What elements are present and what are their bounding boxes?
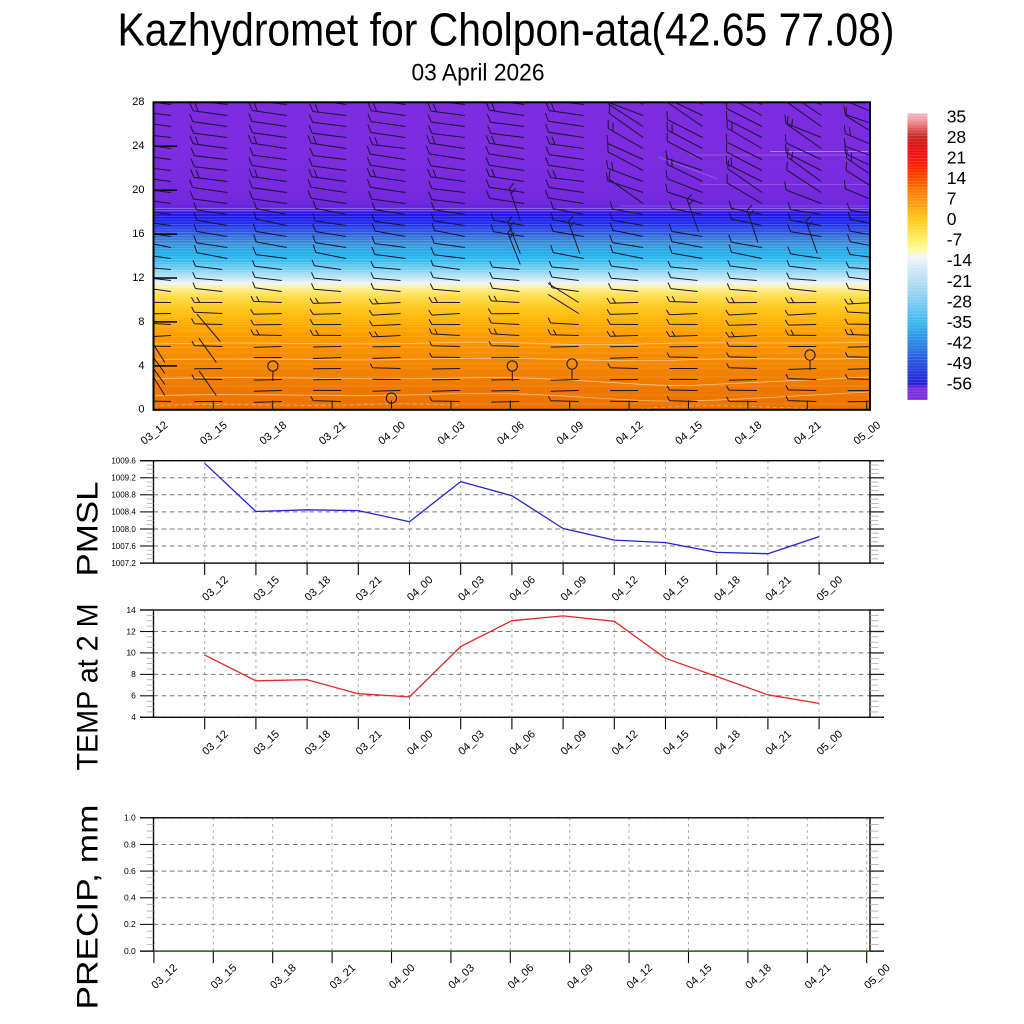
svg-text:04_21: 04_21	[763, 574, 794, 604]
svg-text:04_00: 04_00	[387, 962, 418, 992]
svg-text:04_06: 04_06	[507, 728, 538, 758]
svg-text:12: 12	[126, 626, 136, 636]
svg-text:03_18: 03_18	[258, 419, 289, 447]
svg-text:04_21: 04_21	[792, 419, 823, 447]
svg-text:04_21: 04_21	[803, 962, 834, 992]
svg-text:04_03: 04_03	[456, 574, 487, 604]
svg-text:14: 14	[126, 605, 136, 615]
svg-text:8: 8	[131, 669, 136, 679]
svg-text:03_12: 03_12	[149, 962, 180, 992]
svg-text:04_03: 04_03	[446, 962, 477, 992]
svg-text:7: 7	[947, 189, 957, 209]
svg-text:Kazhydromet for Cholpon-ata(42: Kazhydromet for Cholpon-ata(42.65 77.08)	[118, 3, 895, 55]
svg-text:6: 6	[131, 691, 136, 701]
svg-text:03_15: 03_15	[209, 962, 240, 992]
svg-text:04_18: 04_18	[712, 728, 743, 758]
svg-text:04_12: 04_12	[625, 962, 656, 992]
svg-text:04_12: 04_12	[610, 728, 641, 758]
svg-text:-49: -49	[947, 353, 972, 373]
svg-text:04_00: 04_00	[405, 574, 436, 604]
svg-text:-42: -42	[947, 332, 972, 352]
svg-text:14: 14	[947, 168, 967, 188]
svg-text:03_15: 03_15	[251, 574, 282, 604]
svg-text:04_18: 04_18	[743, 962, 774, 992]
svg-text:04_09: 04_09	[565, 962, 596, 992]
svg-text:0.4: 0.4	[124, 893, 136, 903]
svg-text:0.8: 0.8	[124, 839, 136, 849]
svg-text:28: 28	[132, 96, 144, 108]
svg-text:04_00: 04_00	[376, 419, 407, 447]
svg-text:0.6: 0.6	[124, 866, 136, 876]
svg-text:03 April 2026: 03 April 2026	[412, 60, 545, 87]
svg-text:1007.2: 1007.2	[111, 559, 136, 568]
svg-text:35: 35	[947, 106, 966, 126]
svg-text:PMSL: PMSL	[72, 482, 105, 577]
svg-text:03_18: 03_18	[303, 574, 334, 604]
svg-text:04_15: 04_15	[673, 419, 704, 447]
svg-text:04_12: 04_12	[610, 574, 641, 604]
svg-text:03_15: 03_15	[251, 728, 282, 758]
svg-text:03_21: 03_21	[328, 962, 359, 992]
svg-text:03_15: 03_15	[198, 419, 229, 447]
svg-text:04_09: 04_09	[559, 574, 590, 604]
svg-text:-35: -35	[947, 312, 972, 332]
svg-text:1009.6: 1009.6	[111, 457, 136, 466]
svg-text:1008.8: 1008.8	[111, 491, 136, 500]
svg-text:03_21: 03_21	[354, 728, 385, 758]
svg-text:28: 28	[947, 127, 966, 147]
svg-text:04_21: 04_21	[763, 728, 794, 758]
svg-text:-7: -7	[947, 230, 963, 250]
svg-text:05_00: 05_00	[852, 419, 883, 447]
svg-text:1008.4: 1008.4	[111, 508, 136, 517]
svg-text:04_06: 04_06	[495, 419, 526, 447]
svg-text:12: 12	[132, 272, 144, 284]
svg-text:-14: -14	[947, 250, 973, 270]
svg-text:03_21: 03_21	[354, 574, 385, 604]
svg-text:-56: -56	[947, 374, 972, 394]
svg-text:04_06: 04_06	[506, 962, 537, 992]
svg-text:03_18: 03_18	[303, 728, 334, 758]
svg-text:0: 0	[138, 404, 144, 416]
svg-text:20: 20	[132, 184, 144, 196]
svg-text:04_15: 04_15	[661, 574, 692, 604]
svg-text:03_12: 03_12	[139, 419, 170, 447]
svg-text:04_12: 04_12	[614, 419, 645, 447]
svg-text:04_15: 04_15	[684, 962, 715, 992]
svg-text:PRECIP, mm: PRECIP, mm	[72, 805, 105, 1010]
svg-text:04_18: 04_18	[712, 574, 743, 604]
svg-text:05_00: 05_00	[815, 728, 846, 758]
svg-text:04_18: 04_18	[733, 419, 764, 447]
svg-text:05_00: 05_00	[862, 962, 893, 992]
svg-text:03_18: 03_18	[268, 962, 299, 992]
svg-text:4: 4	[138, 360, 144, 372]
svg-text:1008.0: 1008.0	[111, 525, 136, 534]
svg-text:-28: -28	[947, 291, 972, 311]
svg-text:1.0: 1.0	[124, 813, 136, 823]
svg-text:05_00: 05_00	[815, 574, 846, 604]
svg-text:16: 16	[132, 228, 144, 240]
svg-text:04_15: 04_15	[661, 728, 692, 758]
svg-text:04_09: 04_09	[559, 728, 590, 758]
svg-text:03_12: 03_12	[200, 728, 231, 758]
svg-text:4: 4	[131, 712, 136, 722]
svg-text:04_09: 04_09	[555, 419, 586, 447]
svg-text:0: 0	[947, 209, 957, 229]
svg-text:TEMP at 2 M: TEMP at 2 M	[72, 604, 105, 771]
svg-text:03_21: 03_21	[317, 419, 348, 447]
svg-text:04_03: 04_03	[436, 419, 467, 447]
svg-text:0.0: 0.0	[124, 946, 136, 956]
svg-text:-21: -21	[947, 271, 972, 291]
svg-text:03_12: 03_12	[200, 574, 231, 604]
svg-text:1007.6: 1007.6	[111, 542, 136, 551]
svg-text:04_03: 04_03	[456, 728, 487, 758]
svg-text:10: 10	[126, 648, 136, 658]
svg-text:04_06: 04_06	[507, 574, 538, 604]
svg-text:21: 21	[947, 148, 966, 168]
svg-text:1009.2: 1009.2	[111, 474, 136, 483]
svg-text:04_00: 04_00	[405, 728, 436, 758]
svg-text:24: 24	[132, 140, 144, 152]
svg-text:8: 8	[138, 316, 144, 328]
svg-text:0.2: 0.2	[124, 919, 136, 929]
